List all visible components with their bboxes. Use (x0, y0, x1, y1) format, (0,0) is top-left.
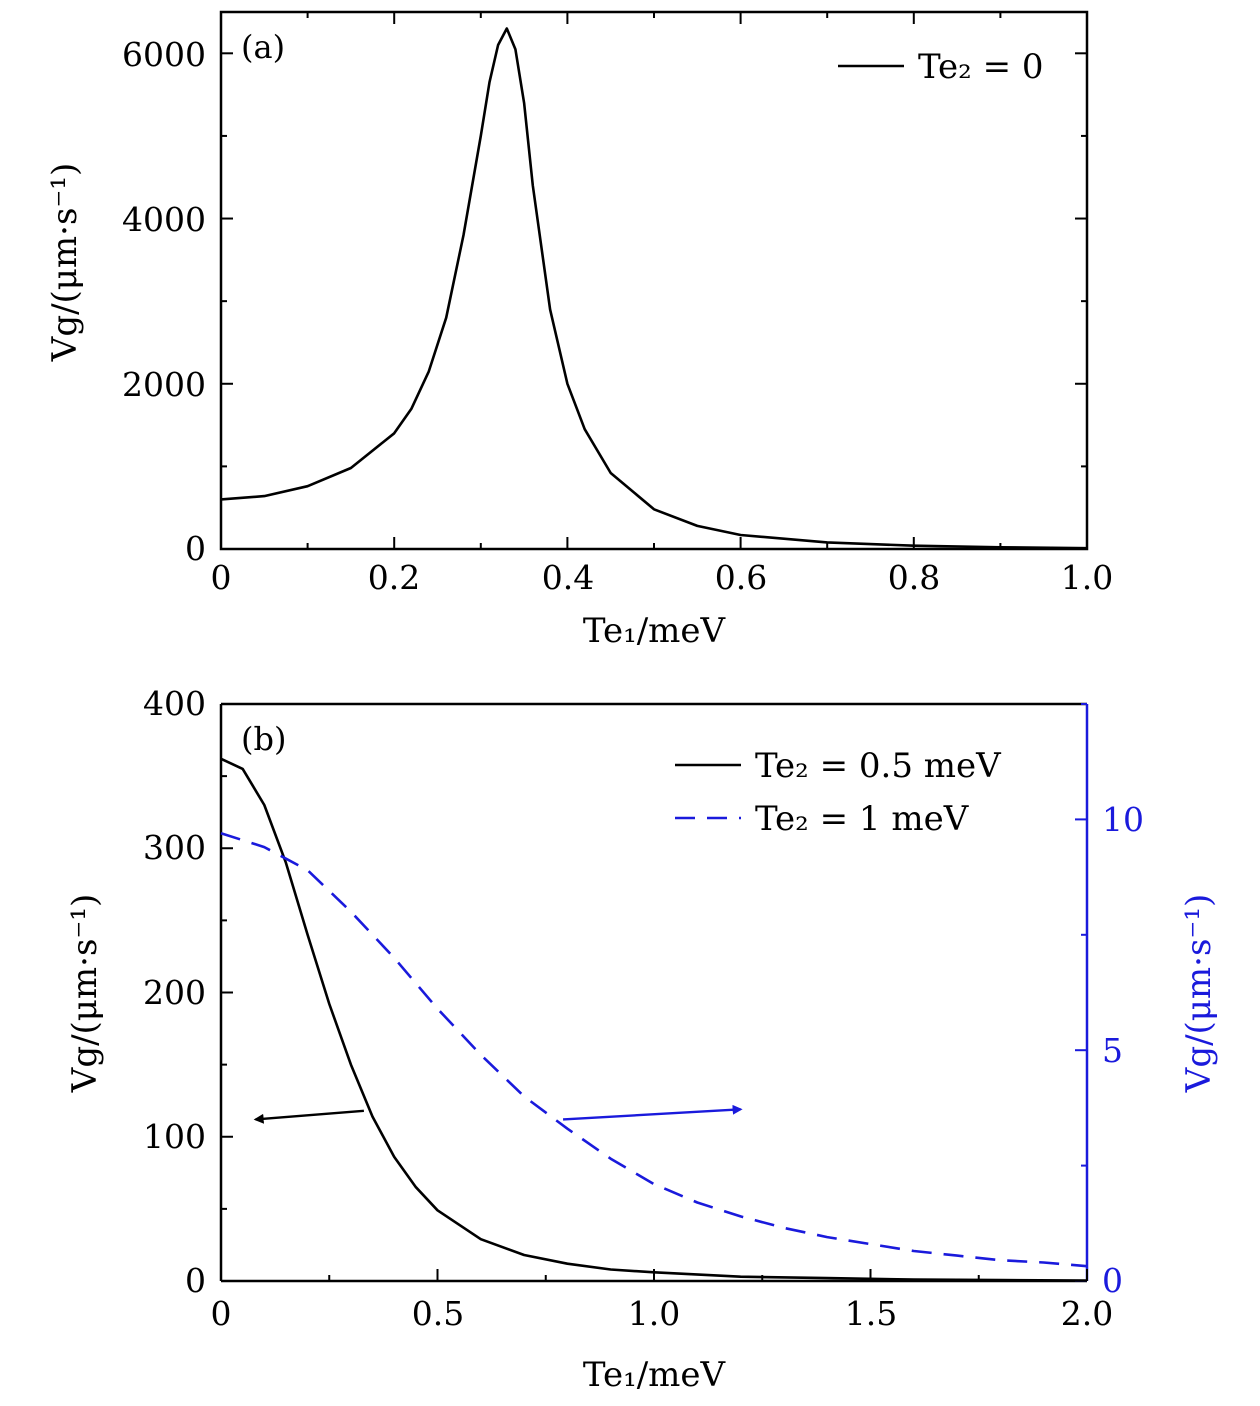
x-tick-label: 0.6 (715, 558, 767, 597)
y-right-tick-label: 5 (1102, 1031, 1123, 1070)
x-tick-label: 0 (211, 1294, 232, 1333)
y-axis-title-b-right: Vg/(μm·s⁻¹) (1179, 894, 1219, 1093)
panel-label-a: (a) (241, 28, 285, 66)
x-tick-label: 1.0 (628, 1294, 680, 1333)
x-axis-title-a: Te₁/meV (583, 611, 727, 651)
y-tick-label: 200 (143, 973, 206, 1012)
x-tick-label: 0.2 (368, 558, 420, 597)
x-tick-label: 2.0 (1061, 1294, 1113, 1333)
x-axis-title-b: Te₁/meV (583, 1355, 727, 1395)
y-axis-title-b-left: Vg/(μm·s⁻¹) (65, 894, 105, 1093)
panel-b: 0 0.5 1.0 1.5 2.0 0 100 200 300 400 0 5 … (65, 684, 1219, 1395)
legend-label: Te₂ = 0 (918, 47, 1044, 87)
y-tick-label: 2000 (122, 365, 206, 404)
y-right-tick-label: 0 (1102, 1261, 1123, 1300)
x-tick-label: 0.5 (412, 1294, 464, 1333)
x-tick-label: 1.5 (845, 1294, 897, 1333)
axis-indicator-arrow (563, 1104, 743, 1121)
legend-label: Te₂ = 0.5 meV (755, 746, 1002, 786)
annotation-arrows (253, 1104, 743, 1124)
axis-indicator-arrow (253, 1109, 364, 1124)
axis-ticks-b (220, 703, 1088, 1282)
y-tick-label: 4000 (122, 200, 206, 239)
y-right-tick-label: 10 (1102, 800, 1144, 839)
x-tick-label: 0 (211, 558, 232, 597)
legend-label: Te₂ = 1 meV (755, 799, 970, 839)
y-tick-label: 300 (143, 828, 206, 867)
y-tick-label: 0 (185, 529, 206, 568)
series-line (220, 27, 1088, 550)
series-line-solid (220, 757, 1088, 1282)
series-group-b (220, 757, 1088, 1282)
series-group-a (220, 27, 1088, 550)
x-tick-label: 1.0 (1061, 558, 1113, 597)
x-tick-label: 0.4 (542, 558, 594, 597)
y-tick-label: 400 (143, 684, 206, 723)
x-tick-label: 0.8 (888, 558, 940, 597)
y-tick-label: 6000 (122, 35, 206, 74)
y-tick-label: 0 (185, 1261, 206, 1300)
panel-a: 0 0.2 0.4 0.6 0.8 1.0 0 2000 4000 6000 T… (45, 10, 1113, 651)
panel-label-b: (b) (241, 720, 286, 758)
y-tick-label: 100 (143, 1117, 206, 1156)
y-axis-title-a: Vg/(μm·s⁻¹) (45, 163, 85, 362)
series-line-dashed (220, 831, 1088, 1268)
